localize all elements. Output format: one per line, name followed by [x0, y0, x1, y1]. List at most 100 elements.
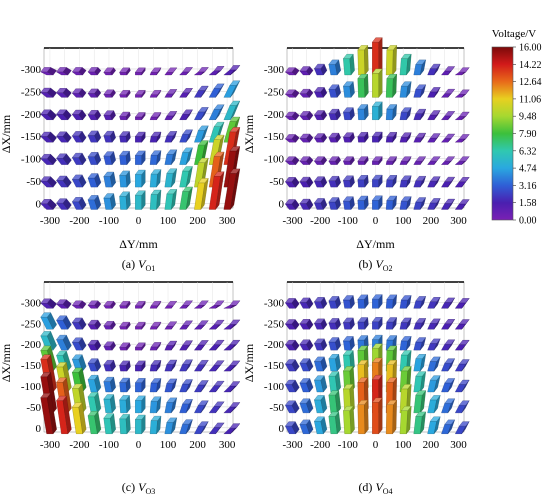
data-bar	[164, 67, 178, 76]
x-tick-label: 0	[373, 439, 379, 451]
y-tick-label: -200	[264, 339, 285, 351]
data-bar	[149, 150, 162, 166]
data-bar	[149, 321, 162, 330]
data-bar	[371, 174, 383, 188]
data-bar	[194, 340, 209, 351]
y-axis-label: ΔX/mm	[0, 343, 13, 382]
data-bar	[313, 416, 328, 435]
data-bar	[299, 297, 314, 309]
panel-caption: (b) VO2	[358, 257, 392, 273]
y-tick-label: -50	[26, 402, 41, 414]
data-bar	[427, 375, 441, 393]
data-bar	[179, 129, 193, 143]
data-bar	[71, 109, 87, 121]
data-bar	[223, 340, 241, 351]
data-bar	[56, 198, 72, 210]
data-bar	[441, 111, 456, 120]
data-bar	[119, 111, 131, 121]
data-bar	[87, 173, 102, 188]
data-bar	[413, 318, 427, 330]
data-bar	[385, 195, 398, 210]
data-bar	[413, 296, 427, 309]
data-bar	[342, 53, 355, 76]
data-bar	[284, 319, 300, 330]
data-bar	[40, 298, 57, 309]
data-bar	[385, 104, 398, 121]
x-tick-label: 100	[395, 439, 412, 451]
data-bar	[399, 175, 412, 188]
data-bar	[164, 321, 178, 330]
data-bar	[103, 193, 116, 210]
data-bar	[134, 112, 146, 121]
data-bar	[342, 196, 355, 210]
data-bar	[119, 321, 131, 330]
data-bar	[427, 110, 441, 120]
data-bar	[342, 405, 355, 435]
data-bar	[164, 378, 178, 393]
data-bar	[299, 358, 314, 372]
data-bar	[208, 422, 225, 434]
data-bar	[179, 300, 193, 309]
data-bar	[149, 112, 162, 120]
data-bar	[208, 340, 225, 351]
data-bar	[328, 371, 341, 393]
data-bar	[208, 300, 225, 309]
data-bar	[149, 301, 162, 309]
colorbar-tick-label: 4.74	[519, 164, 537, 175]
data-bar	[179, 67, 193, 76]
colorbar: Voltage/V 16.00 14.22 12.64 11.06 9.48 7.90 6.…	[491, 28, 542, 227]
data-bar	[149, 67, 162, 76]
data-bar	[454, 400, 470, 414]
data-bar	[313, 87, 328, 98]
data-bar	[103, 341, 116, 351]
data-bar	[385, 174, 398, 188]
data-bar	[56, 315, 72, 330]
data-bar	[342, 81, 355, 98]
data-bar	[87, 319, 102, 330]
data-bar	[87, 67, 102, 76]
data-bar	[179, 419, 193, 434]
data-bar	[328, 411, 341, 435]
data-bar	[399, 317, 412, 330]
data-bar	[40, 176, 57, 188]
data-bar	[208, 104, 225, 120]
data-bar	[454, 379, 470, 393]
data-bar	[194, 125, 209, 143]
data-bar	[413, 354, 427, 372]
data-bar	[87, 410, 102, 435]
data-bar	[179, 166, 193, 188]
data-bar	[87, 300, 102, 309]
data-bar	[164, 131, 178, 143]
data-bar	[223, 381, 241, 393]
data-bar	[164, 188, 178, 211]
x-tick-label: 100	[395, 215, 412, 227]
data-bar	[328, 353, 341, 372]
y-tick-label: -150	[264, 360, 285, 372]
data-bar	[371, 195, 383, 210]
data-bar	[71, 131, 87, 143]
y-tick-label: -200	[21, 339, 42, 351]
x-tick-label: 300	[219, 439, 236, 451]
colorbar-tick-label: 11.06	[519, 94, 541, 105]
data-bar	[179, 340, 193, 351]
data-bar	[441, 398, 456, 414]
colorbar-tick-label: 0.00	[519, 216, 537, 227]
data-bar	[399, 132, 412, 143]
y-tick-label: 0	[279, 199, 285, 211]
data-bar	[357, 174, 369, 188]
data-bar	[284, 156, 300, 165]
data-bar	[342, 107, 355, 121]
colorbar-tick-label: 14.22	[519, 60, 542, 71]
data-bar	[119, 191, 131, 210]
y-tick-label: -300	[21, 297, 42, 309]
data-bar	[134, 377, 146, 393]
colorbar-tick-label: 1.58	[519, 198, 537, 209]
data-bar	[119, 360, 131, 372]
data-bar	[134, 67, 146, 76]
x-tick-label: 300	[450, 439, 467, 451]
panel-caption: (c) VO3	[122, 480, 155, 496]
y-tick-label: -300	[264, 297, 285, 309]
data-bar	[299, 198, 314, 210]
data-bar	[371, 101, 383, 121]
